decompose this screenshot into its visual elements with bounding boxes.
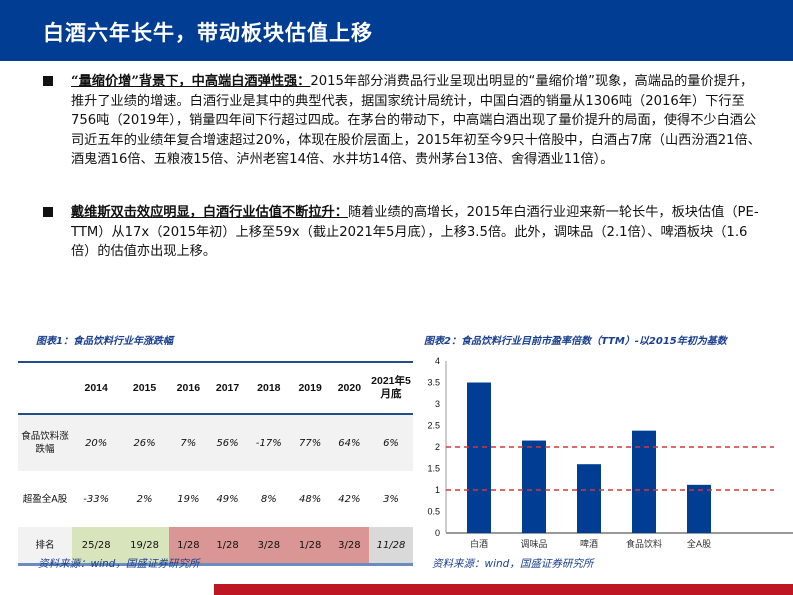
table-cell: 19% bbox=[168, 471, 208, 527]
table-header-cell: 2015 bbox=[120, 361, 169, 415]
bullet-2: 戴维斯双击效应明显，白酒行业估值不断拉升：随着业绩的高增长，2015年白酒行业迎… bbox=[43, 203, 763, 262]
header-banner: 白酒六年长牛，带动板块估值上移 bbox=[0, 0, 793, 61]
table-header-cell: 2016 bbox=[168, 361, 208, 415]
bar bbox=[467, 382, 491, 533]
square-bullet-icon bbox=[43, 76, 53, 86]
table-cell: 1/28 bbox=[290, 527, 330, 566]
table-header-cell: 2019 bbox=[290, 361, 330, 415]
table-header-cell: 2017 bbox=[207, 361, 248, 415]
bullet-heading: “量缩价增”背景下，中高端白酒弹性强： bbox=[71, 74, 311, 89]
row-label: 食品饮料涨跌幅 bbox=[18, 414, 72, 471]
table-cell: 25/28 bbox=[72, 527, 121, 566]
figure2-source: 资料来源：wind，国盛证券研究所 bbox=[432, 558, 594, 570]
x-tick-label: 调味品 bbox=[520, 538, 547, 550]
bar bbox=[687, 484, 711, 533]
table-row: 食品饮料涨跌幅 20% 26% 7% 56% -17% 77% 64% 6% bbox=[18, 414, 413, 471]
y-tick: 1.5 bbox=[427, 464, 440, 474]
table-cell: 77% bbox=[290, 414, 330, 471]
x-tick-label: 食品饮料 bbox=[626, 538, 662, 550]
square-bullet-icon bbox=[43, 207, 53, 217]
row-label: 超盈全A股 bbox=[18, 471, 72, 527]
figure1-source: 资料来源：wind，国盛证券研究所 bbox=[38, 558, 200, 570]
y-tick: 3.5 bbox=[427, 378, 440, 388]
table-cell: 8% bbox=[247, 471, 291, 527]
table-cell: 7% bbox=[168, 414, 208, 471]
table-cell: 1/28 bbox=[168, 527, 208, 566]
annual-returns-table: 2014 2015 2016 2017 2018 2019 2020 2021年… bbox=[18, 361, 413, 566]
bullet-heading: 戴维斯双击效应明显，白酒行业估值不断拉升： bbox=[71, 205, 348, 220]
table-cell: 6% bbox=[369, 414, 413, 471]
page-title: 白酒六年长牛，带动板块估值上移 bbox=[43, 20, 373, 45]
table-cell: -17% bbox=[247, 414, 291, 471]
table-cell: 48% bbox=[290, 471, 330, 527]
table-row: 排名 25/28 19/28 1/28 1/28 3/28 1/28 3/28 … bbox=[18, 527, 413, 566]
table-cell: 2% bbox=[120, 471, 169, 527]
table-cell: -33% bbox=[72, 471, 121, 527]
table-cell: 3/28 bbox=[329, 527, 369, 566]
table-cell: 20% bbox=[72, 414, 121, 471]
table-cell: 11/28 bbox=[369, 527, 413, 566]
x-tick-label: 啤酒 bbox=[580, 538, 598, 550]
table-cell: 1/28 bbox=[207, 527, 248, 566]
y-tick: 4 bbox=[435, 356, 440, 366]
figure1-title: 图表1：食品饮料行业年涨跌幅 bbox=[36, 336, 173, 347]
bars bbox=[467, 382, 711, 533]
table-cell: 56% bbox=[207, 414, 248, 471]
pe-multiple-bar-chart: 4 3.5 3 2.5 2 1.5 1 0.5 0 白酒 调味品 啤酒 食品饮料 全A股 bbox=[427, 356, 793, 550]
bar bbox=[632, 430, 656, 533]
table-cell: 19/28 bbox=[120, 527, 169, 566]
figure2-title: 图表2：食品饮料行业目前市盈率倍数（TTM）-以2015年初为基数 bbox=[424, 336, 727, 347]
y-tick: 1 bbox=[435, 485, 440, 495]
y-tick: 2.5 bbox=[427, 421, 440, 431]
table-cell: 3/28 bbox=[247, 527, 291, 566]
table-cell: 42% bbox=[329, 471, 369, 527]
x-tick-label: 全A股 bbox=[687, 538, 711, 550]
table-row: 超盈全A股 -33% 2% 19% 49% 8% 48% 42% 3% bbox=[18, 471, 413, 527]
bullet-body: 随着业绩的高增长，2015年白酒行业迎来新一轮长牛，板块估值（PE-TTM）从1… bbox=[71, 205, 759, 259]
table-cell: 49% bbox=[207, 471, 248, 527]
footer-red-bar bbox=[214, 584, 793, 595]
table-cell: 64% bbox=[329, 414, 369, 471]
table-header-cell: 2020 bbox=[329, 361, 369, 415]
table-header-cell: 2018 bbox=[247, 361, 291, 415]
y-tick: 0 bbox=[435, 528, 440, 538]
table-header-row: 2014 2015 2016 2017 2018 2019 2020 2021年… bbox=[18, 361, 413, 415]
table-cell: 3% bbox=[369, 471, 413, 527]
bar bbox=[522, 440, 546, 533]
table-header-cell: 2021年5月底 bbox=[369, 361, 413, 415]
bullet-1: “量缩价增”背景下，中高端白酒弹性强：2015年部分消费品行业呈现出明显的“量缩… bbox=[43, 72, 763, 170]
y-tick: 3 bbox=[435, 399, 440, 409]
table-cell: 26% bbox=[120, 414, 169, 471]
row-label: 排名 bbox=[18, 527, 72, 566]
bullet-body: 2015年部分消费品行业呈现出明显的“量缩价增”现象，高端品的量价提升，推升了业… bbox=[71, 74, 761, 167]
table-header-cell: 2014 bbox=[72, 361, 121, 415]
y-tick: 0.5 bbox=[427, 507, 440, 517]
bar bbox=[577, 464, 601, 533]
y-tick: 2 bbox=[435, 442, 440, 452]
x-tick-label: 白酒 bbox=[470, 538, 488, 550]
table-header-cell bbox=[18, 361, 72, 415]
